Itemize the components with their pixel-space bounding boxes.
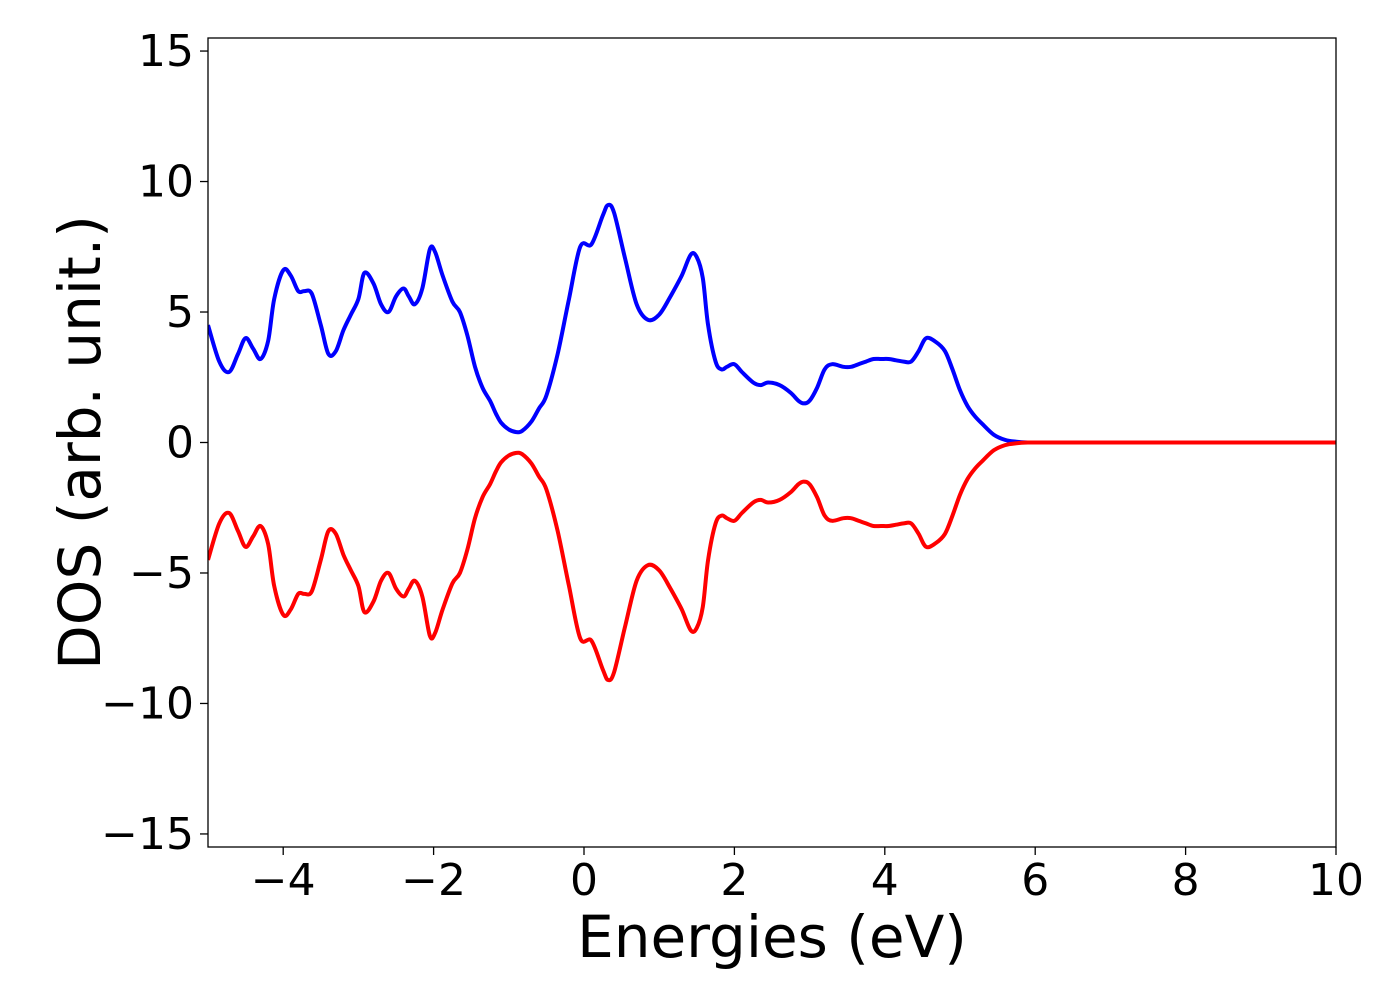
series-layer [208, 202, 1336, 683]
x-tick-label: 6 [1021, 855, 1049, 906]
x-tick-label: −4 [251, 855, 316, 906]
series-line-2 [208, 440, 1336, 683]
y-tick-label: −15 [101, 809, 194, 860]
x-axis-label: Energies (eV) [577, 903, 967, 971]
y-axis-label: DOS (arb. unit.) [46, 215, 114, 670]
x-tick-label: 0 [570, 855, 598, 906]
y-tick-label: −10 [101, 678, 194, 729]
y-axis-ticks: 15 10 5 0 −5 −10 −15 [101, 26, 208, 860]
x-tick-label: 4 [871, 855, 899, 906]
x-tick-label: 2 [720, 855, 748, 906]
y-tick-label: 10 [138, 157, 194, 208]
y-tick-label: −5 [129, 548, 194, 599]
y-tick-label: 15 [138, 26, 194, 77]
y-tick-label: 0 [166, 418, 194, 469]
x-tick-label: 10 [1308, 855, 1364, 906]
x-axis-ticks: −4 −2 0 2 4 6 8 10 [251, 847, 1364, 906]
series-line-1 [208, 202, 1336, 445]
x-tick-label: −2 [401, 855, 466, 906]
y-tick-label: 5 [166, 287, 194, 338]
x-tick-label: 8 [1172, 855, 1200, 906]
